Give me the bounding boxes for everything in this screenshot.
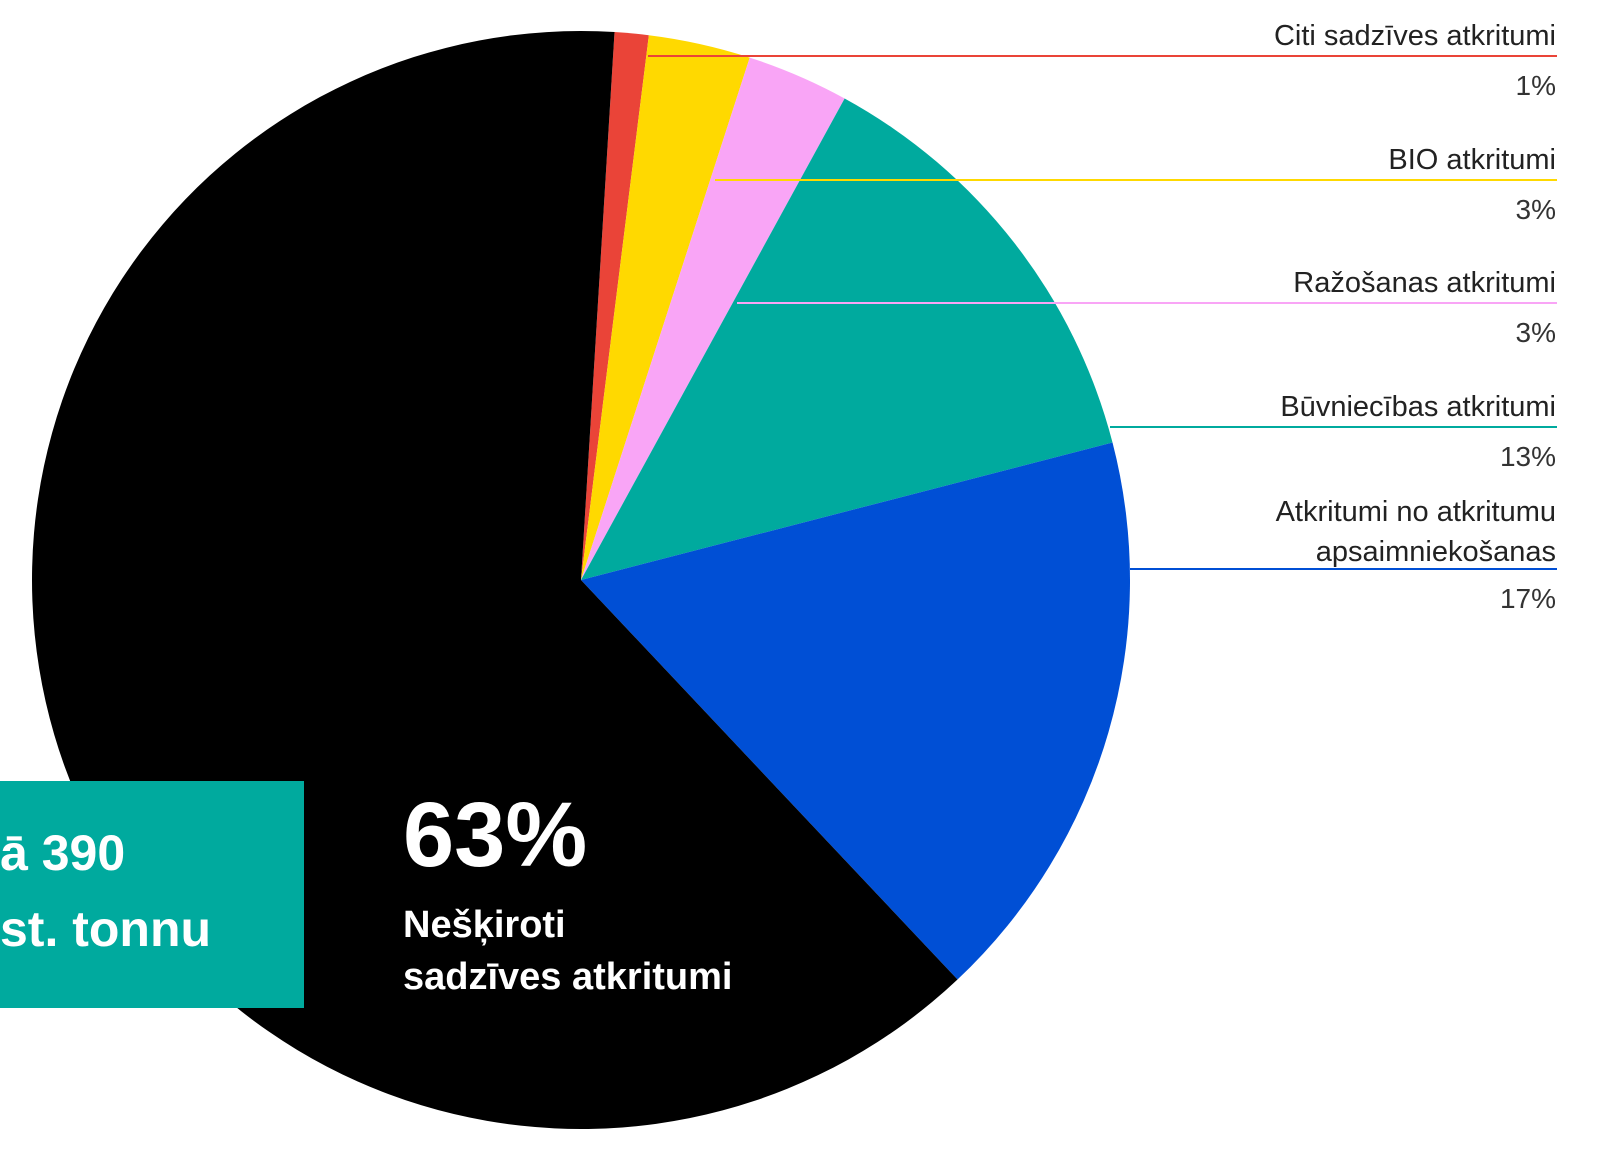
legend-label: Ražošanas atkritumi [1293, 267, 1556, 299]
value-label: 13% [1500, 441, 1556, 472]
annotation-text: ā 390 [0, 825, 125, 881]
pie-slice [581, 57, 845, 581]
annotation-text: st. tonnu [0, 901, 211, 957]
slice-label-line: Nešķiroti [403, 904, 566, 946]
value-label: 1% [1516, 70, 1556, 101]
pie-slice [581, 35, 750, 580]
legend-label-line: apsaimniekošanas [1316, 536, 1556, 568]
pie-slice [581, 98, 1113, 581]
value-label: 3% [1516, 194, 1556, 225]
pie-slice [581, 442, 1130, 980]
legend-label: Atkritumi no atkritumu apsaimniekošanas [1276, 496, 1556, 568]
legend-label: Būvniecības atkritumi [1280, 391, 1556, 423]
legend-label: Citi sadzīves atkritumi [1274, 20, 1556, 52]
slice-label-line: sadzīves atkritumi [403, 956, 732, 998]
annotation-box [0, 781, 304, 1008]
value-label: 17% [1500, 583, 1556, 614]
value-label: 63% [403, 784, 587, 886]
pie-slice [581, 32, 649, 581]
value-label: 3% [1516, 317, 1556, 348]
legend-label-line: Atkritumi no atkritumu [1276, 496, 1556, 528]
slice-label: Nešķiroti sadzīves atkritumi [403, 904, 732, 998]
legend-label: BIO atkritumi [1388, 144, 1556, 176]
